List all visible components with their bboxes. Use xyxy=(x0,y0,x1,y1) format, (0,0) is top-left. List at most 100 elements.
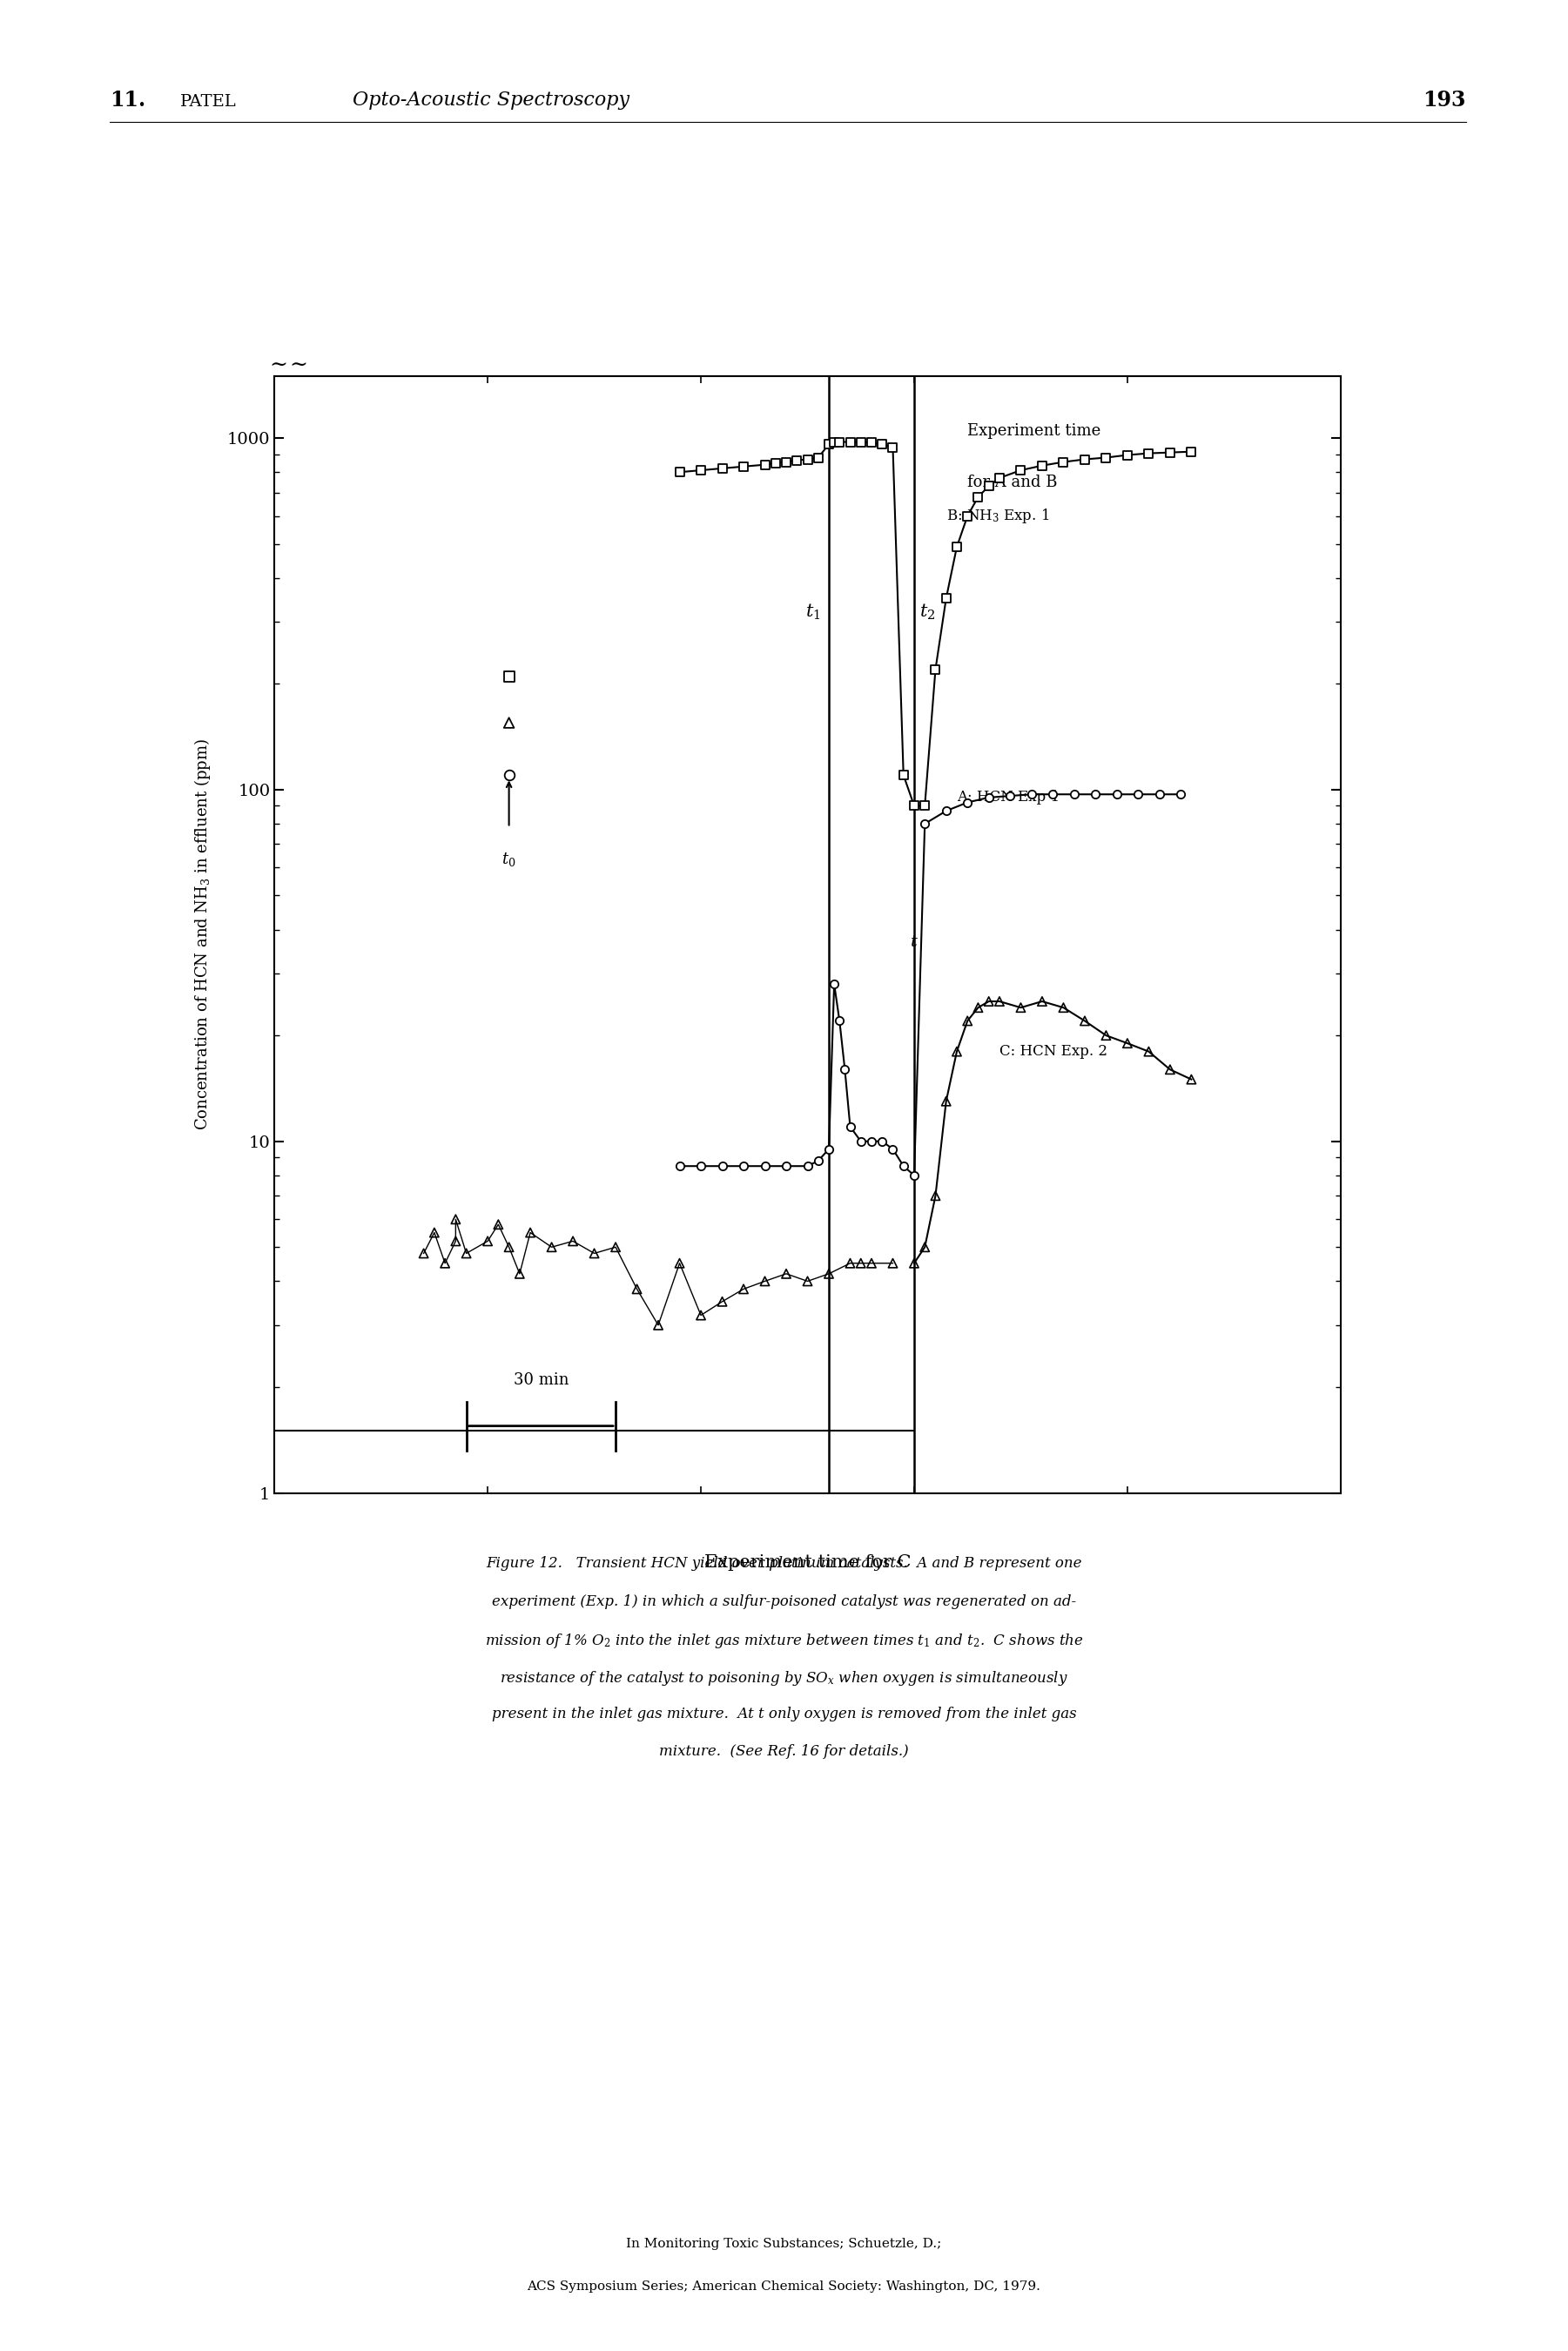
Point xyxy=(497,703,522,741)
Point xyxy=(688,1295,713,1333)
Point xyxy=(1073,440,1098,477)
Y-axis label: Concentration of HCN and NH$_3$ in effluent (ppm): Concentration of HCN and NH$_3$ in efflu… xyxy=(193,738,213,1131)
Point xyxy=(924,651,949,689)
Point xyxy=(795,1262,820,1300)
Text: In Monitoring Toxic Substances; Schuetzle, D.;: In Monitoring Toxic Substances; Schuetzl… xyxy=(626,2238,942,2250)
Point xyxy=(1115,437,1140,475)
Text: $t_1$: $t_1$ xyxy=(804,602,820,621)
Text: resistance of the catalyst to poisoning by SO$_x$ when oxygen is simultaneously: resistance of the catalyst to poisoning … xyxy=(500,1669,1068,1688)
Point xyxy=(411,1234,436,1272)
Point xyxy=(924,1178,949,1215)
Point xyxy=(433,1244,458,1281)
Point xyxy=(710,1147,735,1185)
Point xyxy=(731,1270,756,1307)
Point xyxy=(806,1143,831,1180)
Point xyxy=(624,1270,649,1307)
Point xyxy=(1146,776,1171,813)
Point xyxy=(933,1081,958,1119)
Point xyxy=(859,1244,884,1281)
Point xyxy=(902,1244,927,1281)
Point xyxy=(753,1262,778,1300)
Point xyxy=(848,423,873,461)
Point xyxy=(1030,447,1055,484)
Text: 193: 193 xyxy=(1424,89,1466,110)
Point xyxy=(1019,776,1044,813)
Text: C: HCN Exp. 2: C: HCN Exp. 2 xyxy=(999,1044,1107,1058)
Point xyxy=(826,423,851,461)
Point xyxy=(955,498,980,536)
Point xyxy=(1179,1060,1204,1098)
Point xyxy=(1126,776,1151,813)
Point xyxy=(913,788,938,825)
Point xyxy=(944,1032,969,1070)
Point xyxy=(475,1223,500,1260)
Point xyxy=(859,1121,884,1159)
Text: mixture.  (See Ref. 16 for details.): mixture. (See Ref. 16 for details.) xyxy=(659,1744,909,1759)
Point xyxy=(1093,440,1118,477)
Point xyxy=(833,1051,858,1089)
Point xyxy=(880,1131,905,1168)
Point xyxy=(753,1147,778,1185)
Text: $\sim\!\!\sim$: $\sim\!\!\sim$ xyxy=(267,355,307,374)
Point xyxy=(773,444,798,482)
Point xyxy=(1137,1032,1162,1070)
Point xyxy=(837,1244,862,1281)
Point xyxy=(913,1227,938,1265)
Text: ACS Symposium Series; American Chemical Society: Washington, DC, 1979.: ACS Symposium Series; American Chemical … xyxy=(527,2280,1041,2292)
Point xyxy=(826,1002,851,1039)
Point xyxy=(506,1255,532,1293)
Point xyxy=(848,1244,873,1281)
Point xyxy=(1179,433,1204,470)
Point xyxy=(880,428,905,465)
Point xyxy=(688,1147,713,1185)
Point xyxy=(902,1157,927,1194)
Point xyxy=(944,529,969,567)
Point xyxy=(1093,1016,1118,1053)
Point xyxy=(955,783,980,820)
Point xyxy=(1137,435,1162,473)
Point xyxy=(837,423,862,461)
Point xyxy=(870,426,895,463)
Point xyxy=(955,1002,980,1039)
Point xyxy=(444,1201,469,1239)
Text: Experiment time for C: Experiment time for C xyxy=(704,1554,911,1570)
Point xyxy=(497,658,522,696)
Point xyxy=(1008,451,1033,489)
Point xyxy=(486,1206,511,1244)
Text: present in the inlet gas mixture.  At t only oxygen is removed from the inlet ga: present in the inlet gas mixture. At t o… xyxy=(492,1707,1076,1721)
Point xyxy=(977,778,1002,816)
Point xyxy=(966,990,991,1027)
Point xyxy=(710,449,735,487)
Point xyxy=(822,423,847,461)
Point xyxy=(497,1227,522,1265)
Point xyxy=(666,1147,691,1185)
Point xyxy=(848,1121,873,1159)
Point xyxy=(966,477,991,515)
Point xyxy=(933,792,958,830)
Point xyxy=(902,788,927,825)
Point xyxy=(795,1147,820,1185)
Point xyxy=(1040,776,1065,813)
Text: experiment (Exp. 1) in which a sulfur-poisoned catalyst was regenerated on ad-: experiment (Exp. 1) in which a sulfur-po… xyxy=(492,1594,1076,1608)
Point xyxy=(817,1131,842,1168)
Point xyxy=(913,804,938,842)
Text: $t_0$: $t_0$ xyxy=(502,851,516,868)
Point xyxy=(773,1255,798,1293)
Text: $t$: $t$ xyxy=(909,936,919,950)
Point xyxy=(497,757,522,795)
Point xyxy=(646,1307,671,1345)
Point xyxy=(1073,1002,1098,1039)
Text: 11.: 11. xyxy=(110,89,146,110)
Point xyxy=(817,1255,842,1293)
Point xyxy=(444,1223,469,1260)
Point xyxy=(837,1107,862,1145)
Point xyxy=(453,1234,478,1272)
Point xyxy=(710,1284,735,1321)
Point xyxy=(1051,990,1076,1027)
Text: for A and B: for A and B xyxy=(967,475,1057,489)
Point xyxy=(986,983,1011,1020)
Point xyxy=(582,1234,607,1272)
Text: Experiment time: Experiment time xyxy=(967,423,1101,437)
Text: A: HCN Exp 1: A: HCN Exp 1 xyxy=(956,790,1060,804)
Point xyxy=(859,423,884,461)
